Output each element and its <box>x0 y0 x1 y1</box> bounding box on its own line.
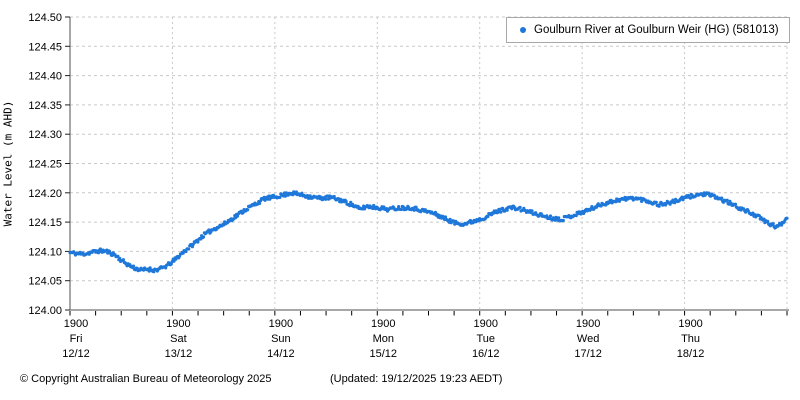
axes <box>69 17 789 311</box>
series-points <box>68 190 789 274</box>
x-tick-label: Tue <box>476 333 495 345</box>
legend-box: Goulburn River at Goulburn Weir (HG) (58… <box>506 17 790 43</box>
x-tick-label: Mon <box>373 333 394 345</box>
x-tick-label: 1900 <box>576 318 600 330</box>
y-tick-label: 124.40 <box>28 71 62 83</box>
x-tick-label: Thu <box>681 333 700 345</box>
y-tick-label: 124.25 <box>28 159 62 171</box>
x-tick-label: 1900 <box>678 318 702 330</box>
x-tick-label: 1900 <box>166 318 190 330</box>
y-tick-label: 124.35 <box>28 100 62 112</box>
legend-series-label: Goulburn River at Goulburn Weir (HG) (58… <box>534 24 779 36</box>
y-tick-label: 124.50 <box>28 12 62 24</box>
x-tick-label: 1900 <box>64 318 88 330</box>
gridlines <box>70 16 788 310</box>
x-tick-label: Sun <box>271 333 291 345</box>
legend-series-marker-icon <box>520 27 526 33</box>
y-tick-label: 124.30 <box>28 129 62 141</box>
x-tick-label: 13/12 <box>165 348 193 360</box>
x-tick-label: 16/12 <box>472 348 500 360</box>
y-axis-title: Water Level (m AHD) <box>1 100 15 227</box>
x-tick-label: 1900 <box>371 318 395 330</box>
x-tick-label: 14/12 <box>267 348 295 360</box>
y-tick-label: 124.15 <box>28 217 62 229</box>
x-tick-label: Wed <box>577 333 599 345</box>
x-tick-label: 15/12 <box>370 348 398 360</box>
x-tick-labels: 1900 Fri 12/12 1900 Sat 13/12 1900 Sun 14/12 1900… <box>62 318 704 360</box>
x-tick-label: 1900 <box>473 318 497 330</box>
x-tick-label: 12/12 <box>62 348 90 360</box>
y-tick-labels: 124.00 124.05 124.10 124.15 124.20 124.25 124.… <box>28 12 62 317</box>
x-tick-label: Sat <box>170 333 187 345</box>
copyright-text: © Copyright Australian Bureau of Meteoro… <box>20 373 272 385</box>
y-tick-label: 124.45 <box>28 41 62 53</box>
x-tick-label: Fri <box>70 333 83 345</box>
x-tick-label: 18/12 <box>677 348 705 360</box>
updated-timestamp: (Updated: 19/12/2025 19:23 AEDT) <box>330 373 503 385</box>
x-tick-label: 1900 <box>269 318 293 330</box>
y-tick-label: 124.00 <box>28 305 62 317</box>
y-tick-label: 124.05 <box>28 276 62 288</box>
y-tick-label: 124.20 <box>28 188 62 200</box>
y-tick-label: 124.10 <box>28 246 62 258</box>
axis-ticks <box>65 16 788 316</box>
x-tick-label: 17/12 <box>574 348 602 360</box>
